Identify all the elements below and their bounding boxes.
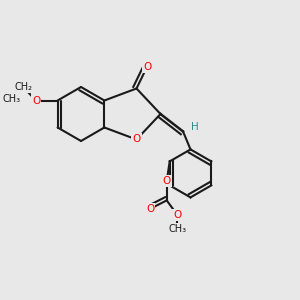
Text: O: O [132, 134, 141, 145]
Text: CH₃: CH₃ [2, 94, 20, 104]
Text: O: O [173, 210, 181, 220]
Text: O: O [143, 62, 151, 72]
Text: O: O [32, 95, 40, 106]
Text: O: O [163, 176, 171, 186]
Text: O: O [146, 204, 154, 214]
Text: CH₂: CH₂ [14, 82, 32, 92]
Text: H: H [191, 122, 199, 132]
Text: CH₃: CH₃ [168, 224, 186, 234]
